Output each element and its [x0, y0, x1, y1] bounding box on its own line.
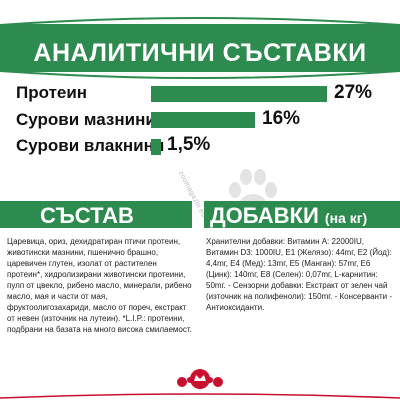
additives-header-box: [204, 201, 400, 228]
protein-bar: [151, 86, 327, 102]
royal-canin-crown-logo: [177, 369, 223, 389]
additives-text: Хранителни добавки: Витамин А: 22000IU, …: [206, 237, 392, 312]
composition-title: СЪСТАВ: [40, 203, 134, 228]
fat-value: 16%: [262, 108, 301, 129]
fat-bar: [151, 112, 255, 128]
protein-value: 27%: [334, 82, 373, 103]
fiber-bar: [151, 139, 161, 155]
fiber-value: 1,5%: [167, 134, 211, 155]
composition-header-box: [0, 201, 192, 228]
analytics-banner: [0, 24, 400, 72]
composition-text: Царевица, ориз, дехидратиран птичи проте…: [7, 237, 192, 334]
fat-label: Сурови мазнини: [16, 110, 156, 129]
additives-title-suffix: (на кг): [324, 210, 368, 226]
fiber-label: Сурови влакнини: [16, 136, 165, 155]
analytics-title: АНАЛИТИЧНИ СЪСТАВКИ: [33, 39, 367, 67]
protein-label: Протеин: [16, 83, 88, 102]
footer-curve-decoration: [0, 393, 400, 399]
additives-title-main: ДОБАВКИ: [210, 203, 319, 228]
additives-title: ДОБАВКИ (на кг): [210, 203, 367, 229]
